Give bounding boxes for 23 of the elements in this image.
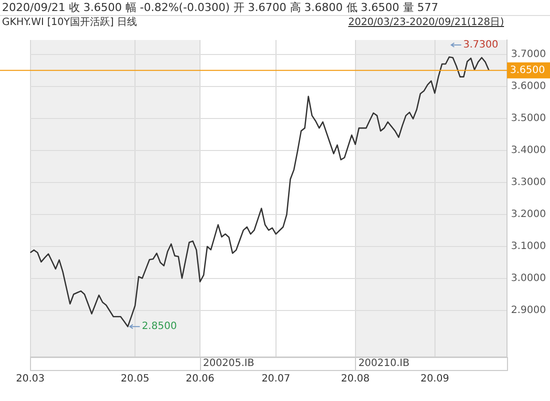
y-tick-label: 3.1000 — [511, 241, 546, 252]
x-tick-label: 20.07 — [262, 374, 290, 385]
y-tick-label: 3.5000 — [511, 113, 546, 124]
y-tick-label: 3.6000 — [511, 81, 546, 92]
x-tick-label: 20.08 — [341, 374, 370, 385]
strip-cell: 200210.IB — [355, 357, 508, 371]
chart-title: 2020/09/21 收 3.6500 幅 -0.82%(-0.0300) 开 3.6700 高 3.6800 低 3.6500 量 577 — [0, 0, 550, 16]
x-tick-label: 20.09 — [420, 374, 450, 385]
y-tick-label: 3.7000 — [511, 49, 546, 60]
y-tick-label: 3.4000 — [511, 145, 546, 156]
x-tick-label: 20.06 — [186, 374, 214, 385]
x-tick-label: 20.05 — [120, 374, 150, 385]
y-tick-label: 2.9000 — [511, 305, 546, 316]
x-tick-label: 20.03 — [16, 374, 45, 385]
annotation: 3.7300 — [463, 40, 498, 51]
y-tick-label: 3.2000 — [511, 209, 546, 220]
text: 2020/03/23-2020/09/21(128日) — [348, 16, 504, 30]
y-tick-label: 3.3000 — [511, 177, 546, 188]
strip-cell: 200205.IB — [200, 357, 356, 371]
chart-subtitle: GKHY.WI [10Y国开活跃] 日线 — [2, 16, 137, 30]
ref-line-label: 3.6500 — [510, 65, 545, 76]
y-tick-label: 3.0000 — [511, 273, 546, 284]
annotation: 2.8500 — [142, 321, 177, 332]
